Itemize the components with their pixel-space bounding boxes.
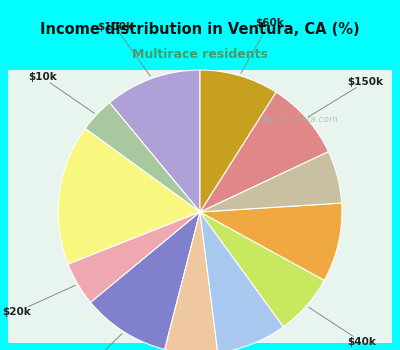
Wedge shape bbox=[200, 152, 342, 212]
Wedge shape bbox=[200, 203, 342, 280]
Text: $200k: $200k bbox=[59, 334, 122, 350]
Wedge shape bbox=[91, 212, 200, 349]
Text: ● City-Data.com: ● City-Data.com bbox=[263, 115, 338, 124]
Wedge shape bbox=[200, 212, 284, 350]
Text: Multirace residents: Multirace residents bbox=[132, 48, 268, 61]
Text: $60k: $60k bbox=[241, 18, 284, 73]
Wedge shape bbox=[200, 92, 328, 212]
Text: $150k: $150k bbox=[309, 77, 384, 117]
Text: $20k: $20k bbox=[2, 285, 75, 317]
Wedge shape bbox=[165, 212, 218, 350]
Text: $30k: $30k bbox=[0, 349, 1, 350]
Wedge shape bbox=[85, 103, 200, 212]
Wedge shape bbox=[200, 212, 324, 327]
Text: > $200k: > $200k bbox=[0, 349, 1, 350]
Wedge shape bbox=[58, 128, 200, 264]
Text: $100k: $100k bbox=[98, 22, 150, 76]
Wedge shape bbox=[200, 70, 276, 212]
Text: Income distribution in Ventura, CA (%): Income distribution in Ventura, CA (%) bbox=[40, 22, 360, 37]
Text: $75k: $75k bbox=[0, 349, 1, 350]
Text: $125k: $125k bbox=[0, 349, 1, 350]
Wedge shape bbox=[68, 212, 200, 302]
Wedge shape bbox=[110, 70, 200, 212]
Text: $40k: $40k bbox=[309, 307, 376, 347]
Text: $50k: $50k bbox=[0, 349, 1, 350]
Text: $10k: $10k bbox=[28, 72, 94, 113]
